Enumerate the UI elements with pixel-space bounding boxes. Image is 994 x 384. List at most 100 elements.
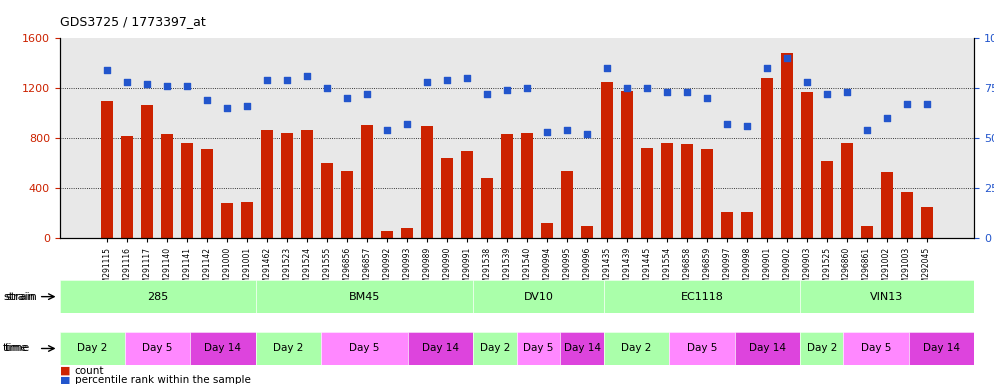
Point bbox=[499, 87, 515, 93]
Bar bbox=[481, 178, 493, 238]
Point bbox=[379, 127, 395, 133]
Text: Day 5: Day 5 bbox=[861, 343, 892, 354]
Point bbox=[219, 105, 235, 111]
Bar bbox=[641, 148, 653, 238]
Point bbox=[739, 123, 754, 129]
Point bbox=[559, 127, 575, 133]
Point bbox=[399, 121, 414, 127]
Text: percentile rank within the sample: percentile rank within the sample bbox=[75, 375, 250, 384]
Bar bbox=[861, 226, 873, 238]
Text: GDS3725 / 1773397_at: GDS3725 / 1773397_at bbox=[60, 15, 206, 28]
Text: 285: 285 bbox=[147, 291, 168, 302]
Point bbox=[119, 79, 135, 85]
Bar bbox=[381, 230, 393, 238]
Bar bbox=[521, 133, 533, 238]
Bar bbox=[920, 207, 932, 238]
Text: Day 2: Day 2 bbox=[480, 343, 510, 354]
Bar bbox=[420, 126, 433, 238]
Point bbox=[598, 65, 614, 71]
Bar bbox=[821, 161, 833, 238]
Bar bbox=[721, 212, 733, 238]
Text: Day 2: Day 2 bbox=[78, 343, 107, 354]
Bar bbox=[161, 134, 173, 238]
Point bbox=[159, 83, 175, 89]
Point bbox=[659, 89, 675, 95]
Point bbox=[439, 77, 455, 83]
Bar bbox=[242, 202, 253, 238]
Text: DV10: DV10 bbox=[524, 291, 554, 302]
Point bbox=[859, 127, 875, 133]
Text: Day 2: Day 2 bbox=[273, 343, 303, 354]
Point bbox=[918, 101, 934, 108]
Point bbox=[839, 89, 855, 95]
Point bbox=[279, 77, 295, 83]
Point bbox=[99, 67, 115, 73]
Text: ■: ■ bbox=[60, 366, 71, 376]
Text: Day 2: Day 2 bbox=[806, 343, 837, 354]
Point bbox=[899, 101, 914, 108]
Point bbox=[419, 79, 435, 85]
Bar bbox=[841, 143, 853, 238]
Text: Day 2: Day 2 bbox=[621, 343, 652, 354]
Point bbox=[619, 85, 635, 91]
Bar bbox=[681, 144, 693, 238]
Bar bbox=[181, 143, 193, 238]
Bar bbox=[121, 136, 133, 238]
Bar bbox=[561, 170, 573, 238]
Point bbox=[459, 75, 475, 81]
Point bbox=[259, 77, 275, 83]
Bar bbox=[741, 212, 752, 238]
Bar bbox=[441, 158, 453, 238]
Bar bbox=[501, 134, 513, 238]
Bar bbox=[621, 91, 633, 238]
Point bbox=[679, 89, 695, 95]
Text: time: time bbox=[3, 343, 28, 354]
Bar bbox=[881, 172, 893, 238]
Text: Day 5: Day 5 bbox=[687, 343, 717, 354]
Bar bbox=[541, 223, 553, 238]
Text: strain: strain bbox=[5, 291, 37, 302]
Text: Day 14: Day 14 bbox=[205, 343, 242, 354]
Text: Day 14: Day 14 bbox=[748, 343, 786, 354]
Bar bbox=[901, 192, 912, 238]
Point bbox=[699, 95, 715, 101]
Text: Day 14: Day 14 bbox=[564, 343, 600, 354]
Bar bbox=[361, 124, 373, 238]
Text: Day 5: Day 5 bbox=[142, 343, 173, 354]
Point bbox=[639, 85, 655, 91]
Point bbox=[240, 103, 255, 109]
Point bbox=[199, 97, 215, 103]
Point bbox=[758, 65, 774, 71]
Point bbox=[778, 55, 794, 61]
Point bbox=[719, 121, 735, 127]
Bar bbox=[261, 129, 273, 238]
Bar bbox=[401, 228, 413, 238]
Text: VIN13: VIN13 bbox=[871, 291, 904, 302]
Point bbox=[339, 95, 355, 101]
Bar bbox=[701, 149, 713, 238]
Point bbox=[319, 85, 335, 91]
Bar bbox=[780, 53, 792, 238]
Text: Day 5: Day 5 bbox=[524, 343, 554, 354]
Bar bbox=[341, 170, 353, 238]
Bar bbox=[201, 149, 213, 238]
Point bbox=[139, 81, 155, 88]
Bar bbox=[661, 143, 673, 238]
Text: count: count bbox=[75, 366, 104, 376]
Bar bbox=[141, 104, 153, 238]
Point bbox=[359, 91, 375, 98]
Bar bbox=[221, 203, 234, 238]
Text: ■: ■ bbox=[60, 375, 71, 384]
Bar bbox=[600, 82, 613, 238]
Text: time: time bbox=[5, 343, 30, 354]
Bar bbox=[461, 151, 473, 238]
Point bbox=[819, 91, 835, 98]
Point bbox=[879, 115, 895, 121]
Point bbox=[579, 131, 594, 137]
Text: EC1118: EC1118 bbox=[681, 291, 724, 302]
Point bbox=[799, 79, 815, 85]
Point bbox=[539, 129, 555, 135]
Text: strain: strain bbox=[3, 291, 35, 302]
Point bbox=[299, 73, 315, 79]
Bar bbox=[101, 101, 113, 238]
